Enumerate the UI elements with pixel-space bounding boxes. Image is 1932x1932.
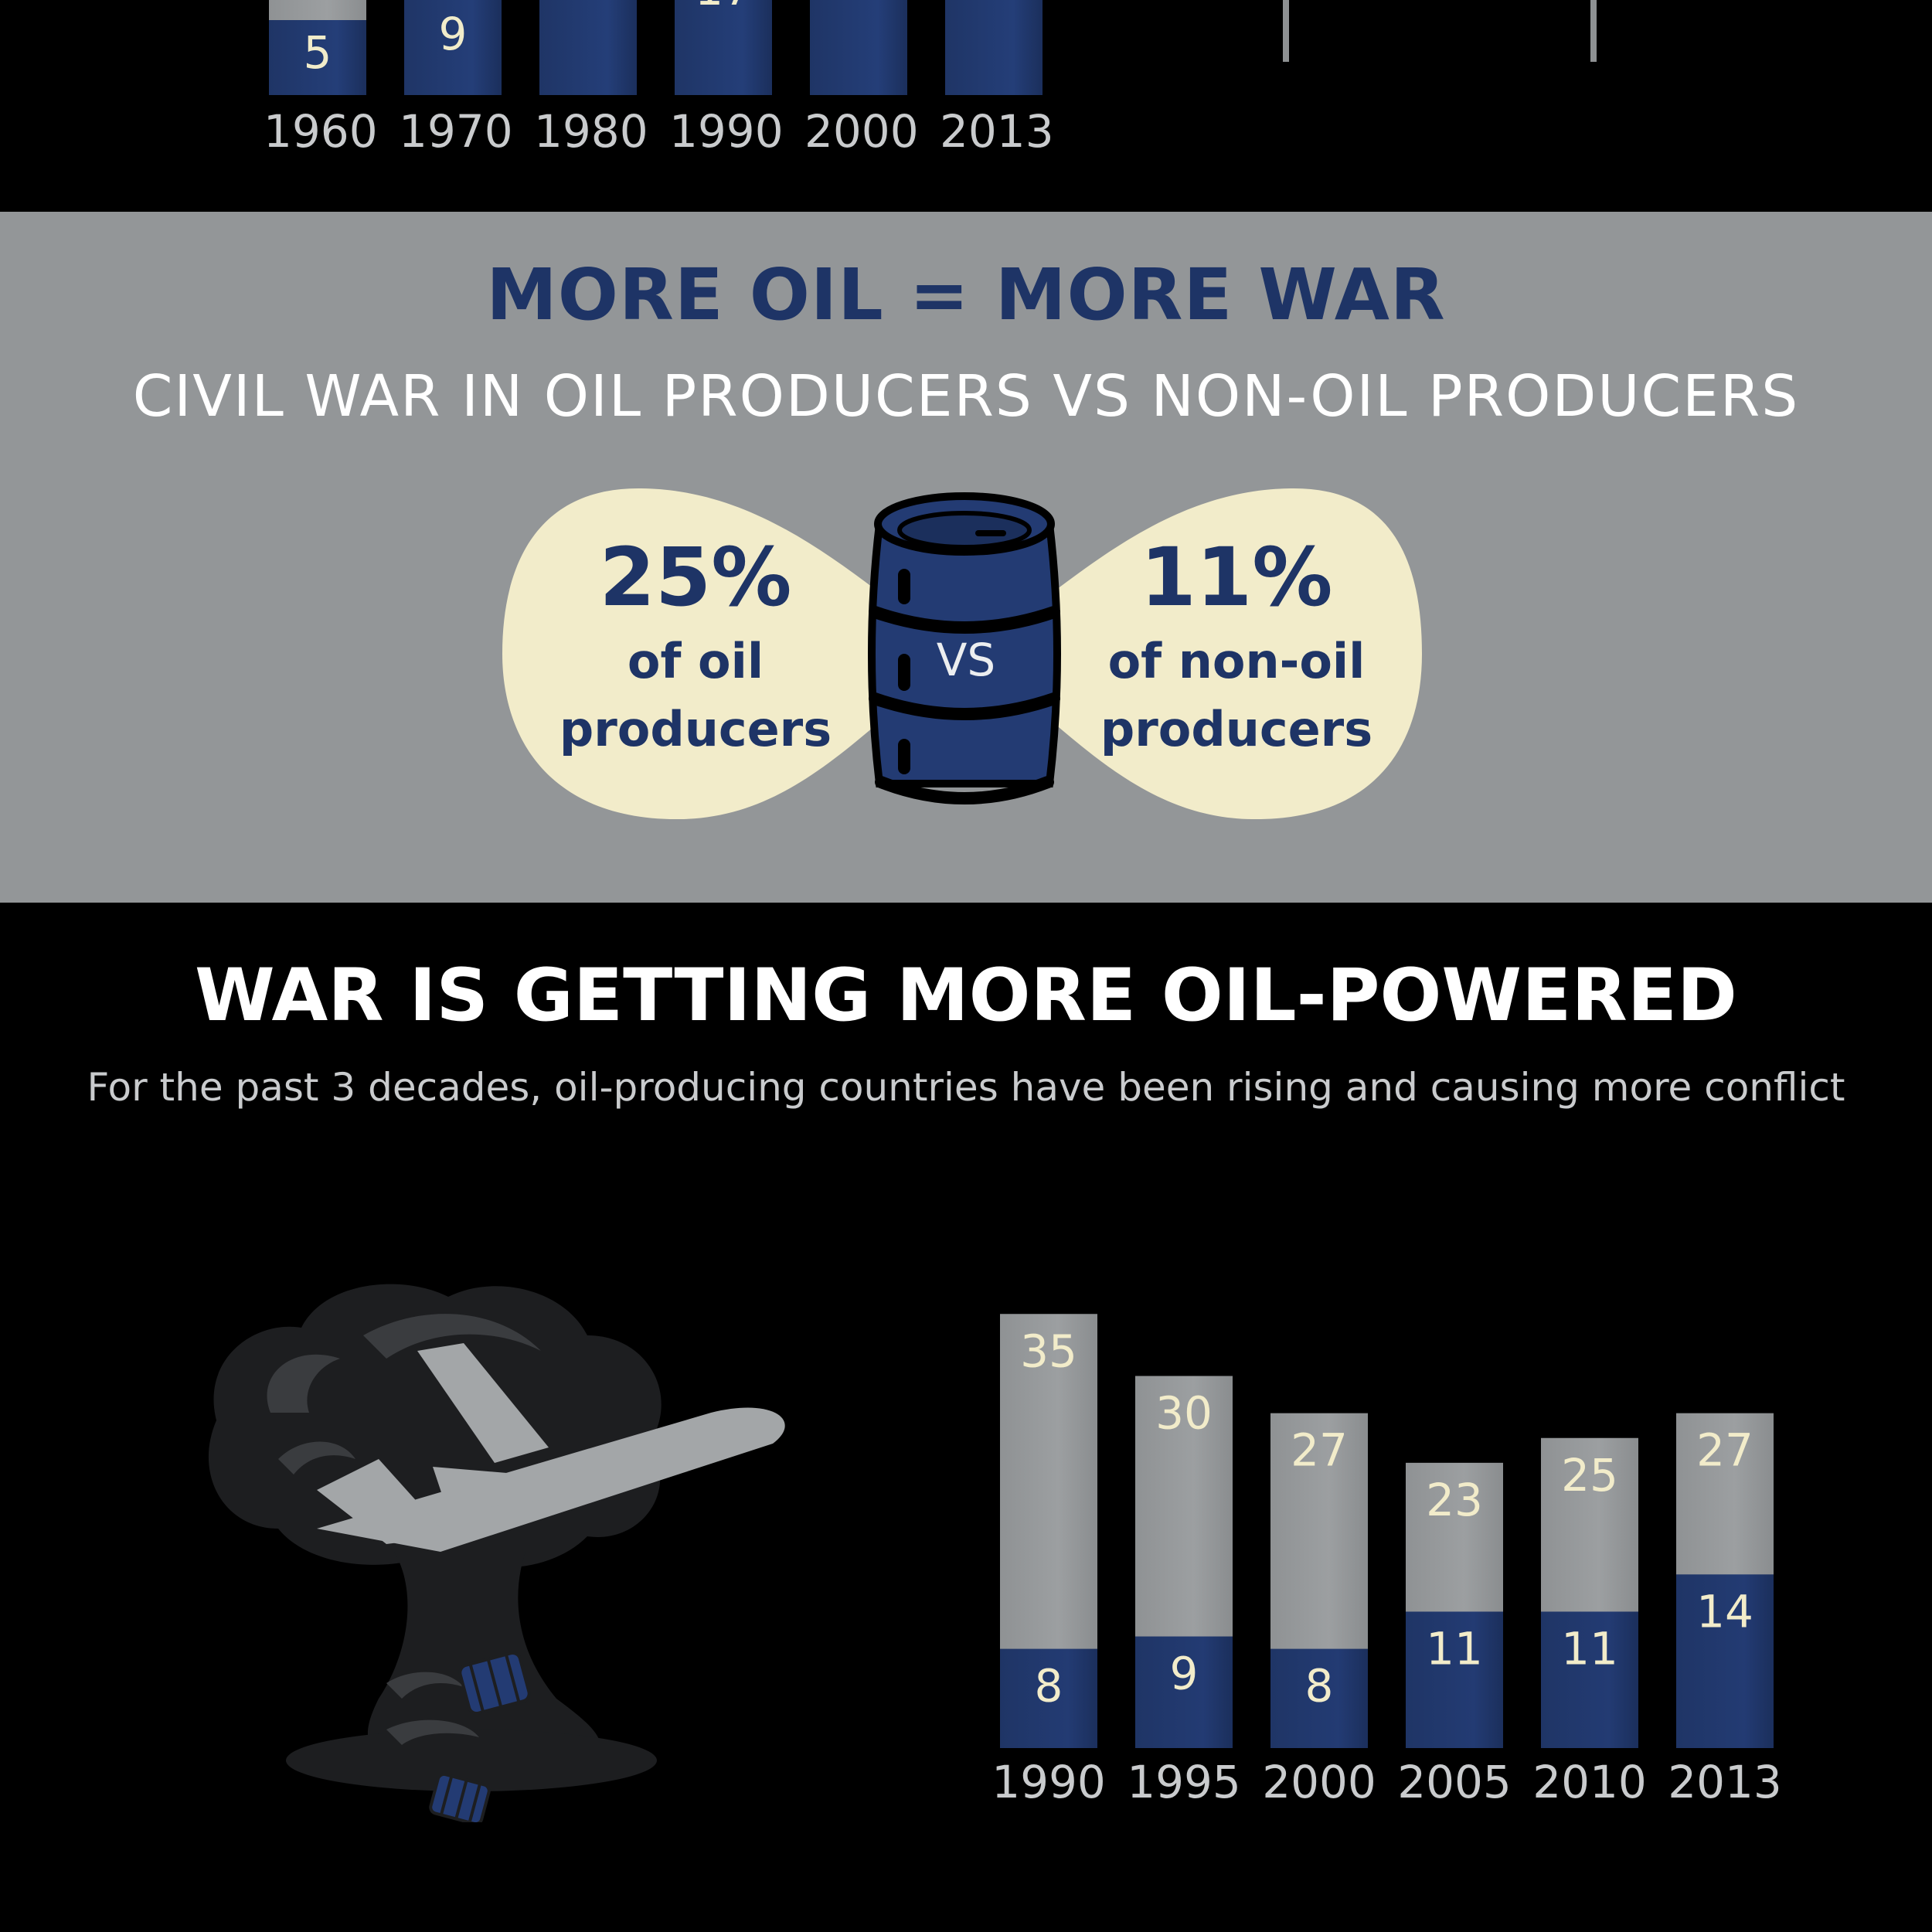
oil-barrel-icon (868, 492, 1061, 804)
top-tick-2000: 2000 (804, 105, 919, 158)
divider-line-left (1283, 0, 1289, 62)
top-tick-1990: 1990 (669, 105, 784, 158)
x-tick-2005: 2005 (1397, 1756, 1512, 1808)
vs-label: VS (936, 634, 996, 686)
top-bar-1970 (404, 0, 502, 95)
mushroom-cloud-illustration (208, 1284, 785, 1822)
top-chart-section: 5 9 17 1960 1970 1980 1990 2000 2013 (0, 0, 1932, 212)
right-blob (966, 488, 1422, 820)
bar-total-label-2000: 27 (1291, 1424, 1348, 1477)
oil-producers-percent: 25% (599, 530, 792, 624)
bar-oil-2000 (1270, 1648, 1368, 1748)
top-bar-label-1990: 17 (675, 0, 772, 15)
bar-oil-label-1995: 9 (1170, 1648, 1199, 1700)
bar-total-label-2013: 27 (1696, 1424, 1753, 1477)
war-title: WAR IS GETTING MORE OIL-POWERED (195, 954, 1737, 1038)
comparison-section: MORE OIL = MORE WAR CIVIL WAR IN OIL PRO… (0, 212, 1932, 903)
non-oil-producers-line1: of non-oil (1107, 633, 1366, 689)
top-bar-1990 (675, 0, 772, 95)
top-tick-2013: 2013 (940, 105, 1054, 158)
top-tick-1960: 1960 (264, 105, 378, 158)
top-bar-label-1970: 9 (438, 8, 468, 60)
top-bar-label-1960: 5 (303, 26, 332, 79)
bar-oil-1995 (1135, 1636, 1233, 1748)
oil-war-bar-chart: 35 8 1990 30 9 1995 27 8 2000 23 11 2005 25 11 2010 27 1… (992, 1314, 1782, 1808)
bar-total-label-2010: 25 (1561, 1449, 1618, 1502)
bar-oil-label-1990: 8 (1035, 1660, 1063, 1713)
bar-total-label-2005: 23 (1426, 1474, 1483, 1526)
comparison-title: MORE OIL = MORE WAR (486, 253, 1446, 336)
bowtie-graphic (502, 488, 1422, 820)
top-bar-1980 (539, 0, 637, 95)
comparison-subtitle: CIVIL WAR IN OIL PRODUCERS VS NON-OIL PR… (132, 363, 1800, 430)
bar-oil-label-2010: 11 (1561, 1622, 1618, 1675)
top-bar-2013 (945, 0, 1043, 95)
bar-oil-2005 (1406, 1611, 1503, 1748)
flying-oil-barrel-icon-2 (429, 1772, 491, 1822)
bar-oil-label-2013: 14 (1696, 1585, 1753, 1638)
x-tick-2013: 2013 (1668, 1756, 1782, 1808)
x-tick-1995: 1995 (1127, 1756, 1241, 1808)
airplane-icon (317, 1343, 785, 1552)
oil-producers-line2: producers (559, 701, 832, 757)
bar-oil-label-2000: 8 (1305, 1660, 1334, 1713)
top-bar-1960-grey (269, 0, 366, 20)
x-tick-2010: 2010 (1532, 1756, 1647, 1808)
top-tick-1970: 1970 (399, 105, 513, 158)
x-tick-2000: 2000 (1262, 1756, 1376, 1808)
top-tick-1980: 1980 (534, 105, 648, 158)
left-blob (502, 488, 966, 820)
top-bar-2000 (810, 0, 907, 95)
war-section: WAR IS GETTING MORE OIL-POWERED For the … (0, 903, 1932, 1932)
top-bar-1960 (269, 20, 366, 95)
war-description: For the past 3 decades, oil-producing co… (87, 1065, 1845, 1110)
bar-oil-2010 (1541, 1611, 1638, 1748)
non-oil-producers-percent: 11% (1140, 530, 1333, 624)
oil-producers-line1: of oil (627, 633, 764, 689)
non-oil-producers-line2: producers (1100, 701, 1373, 757)
flying-oil-barrel-icon-1 (458, 1651, 531, 1716)
bar-total-label-1995: 30 (1155, 1387, 1213, 1440)
bar-oil-2013 (1676, 1574, 1774, 1748)
bar-oil-label-2005: 11 (1426, 1622, 1483, 1675)
x-tick-1990: 1990 (992, 1756, 1106, 1808)
bar-total-label-1990: 35 (1020, 1325, 1077, 1377)
bar-oil-1990 (1000, 1648, 1097, 1748)
divider-line-right (1590, 0, 1597, 62)
